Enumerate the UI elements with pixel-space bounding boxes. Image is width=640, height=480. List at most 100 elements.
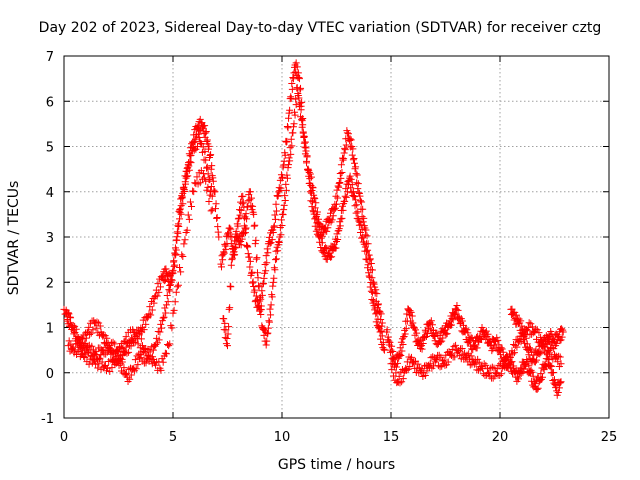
data-point-interp xyxy=(451,353,459,361)
data-point-interp xyxy=(173,233,181,241)
data-point-interp xyxy=(165,286,173,294)
data-point-interp xyxy=(407,308,415,316)
data-point-interp xyxy=(153,292,161,300)
data-point-interp xyxy=(416,344,424,352)
data-point-interp xyxy=(310,210,318,218)
data-point-interp xyxy=(190,146,198,154)
chart-title: Day 202 of 2023, Sidereal Day-to-day VTE… xyxy=(38,20,602,36)
x-tick-label: 15 xyxy=(383,430,400,445)
data-point-interp xyxy=(252,292,260,300)
data-point-interp xyxy=(222,245,230,253)
data-point-interp xyxy=(181,236,189,244)
data-point-interp xyxy=(255,282,263,290)
data-point-interp xyxy=(340,155,348,163)
data-point-interp xyxy=(122,343,130,351)
data-point xyxy=(511,342,519,350)
data-point-interp xyxy=(208,162,216,170)
data-point-interp xyxy=(537,348,545,356)
data-point-interp xyxy=(162,309,170,317)
data-point-interp xyxy=(513,343,521,351)
data-point-interp xyxy=(556,353,564,361)
data-point-interp xyxy=(365,269,373,277)
data-point-interp xyxy=(161,304,169,312)
data-point-interp xyxy=(388,342,396,350)
data-point-interp xyxy=(268,293,276,301)
data-point-interp xyxy=(220,315,228,323)
data-point-interp xyxy=(196,115,204,123)
data-point xyxy=(380,346,388,354)
data-point-interp xyxy=(175,223,183,231)
data-point-interp xyxy=(271,215,279,223)
data-point-interp xyxy=(361,243,369,251)
data-point-interp xyxy=(108,364,116,372)
data-point-interp xyxy=(352,163,360,171)
data-point-interp xyxy=(168,268,176,276)
data-point-interp xyxy=(494,336,502,344)
data-point-interp xyxy=(378,332,386,340)
data-point-interp xyxy=(475,358,483,366)
data-point-interp xyxy=(257,306,265,314)
data-point-interp xyxy=(156,283,164,291)
data-point xyxy=(557,360,565,368)
data-point-interp xyxy=(225,305,233,313)
data-point-interp xyxy=(132,334,140,342)
data-point-interp xyxy=(251,286,259,294)
data-point-interp xyxy=(85,323,93,331)
data-point-interp xyxy=(354,180,362,188)
data-point-interp xyxy=(421,333,429,341)
data-point-interp xyxy=(159,314,167,322)
data-point-interp xyxy=(134,361,142,369)
data-point-interp xyxy=(207,165,215,173)
data-point-interp xyxy=(534,384,542,392)
data-point-interp xyxy=(267,239,275,247)
data-point-interp xyxy=(548,344,556,352)
data-point xyxy=(298,115,306,123)
data-point-interp xyxy=(63,317,71,325)
y-axis-label: SDTVAR / TECUs xyxy=(6,180,22,296)
data-point-interp xyxy=(339,206,347,214)
data-point xyxy=(86,355,94,363)
data-point-interp xyxy=(284,164,292,172)
data-point-interp xyxy=(355,217,363,225)
data-point-interp xyxy=(92,324,100,332)
data-point-interp xyxy=(478,324,486,332)
data-point-interp xyxy=(163,292,171,300)
data-point-interp xyxy=(81,339,89,347)
data-point-interp xyxy=(255,283,263,291)
data-point-interp xyxy=(483,365,491,373)
data-point-interp xyxy=(295,103,303,111)
data-point-interp xyxy=(496,372,504,380)
data-point-interp xyxy=(243,215,251,223)
data-point-interp xyxy=(167,281,175,289)
data-point-interp xyxy=(335,179,343,187)
data-point-interp xyxy=(319,229,327,237)
y-tick-label: 1 xyxy=(46,322,54,337)
data-point-interp xyxy=(517,317,525,325)
data-point xyxy=(280,201,288,209)
data-point-interp xyxy=(120,364,128,372)
data-point-interp xyxy=(474,355,482,363)
data-point xyxy=(359,233,367,241)
data-point-interp xyxy=(349,145,357,153)
data-point-interp xyxy=(350,193,358,201)
data-point-interp xyxy=(201,122,209,130)
data-point-interp xyxy=(299,128,307,136)
data-point-interp xyxy=(185,166,193,174)
data-point-interp xyxy=(221,319,229,327)
data-point-interp xyxy=(82,334,90,342)
data-point-interp xyxy=(167,276,175,284)
data-point xyxy=(448,314,456,322)
data-point-interp xyxy=(346,172,354,180)
data-point-interp xyxy=(401,330,409,338)
data-point-interp xyxy=(389,347,397,355)
data-point-interp xyxy=(429,353,437,361)
data-point xyxy=(234,215,242,223)
data-point xyxy=(162,301,170,309)
data-point-interp xyxy=(176,264,184,272)
data-point-interp xyxy=(170,257,178,265)
data-point xyxy=(479,364,487,372)
data-point-interp xyxy=(330,205,338,213)
data-point xyxy=(409,319,417,327)
data-point-interp xyxy=(336,169,344,177)
data-point-interp xyxy=(93,318,101,326)
